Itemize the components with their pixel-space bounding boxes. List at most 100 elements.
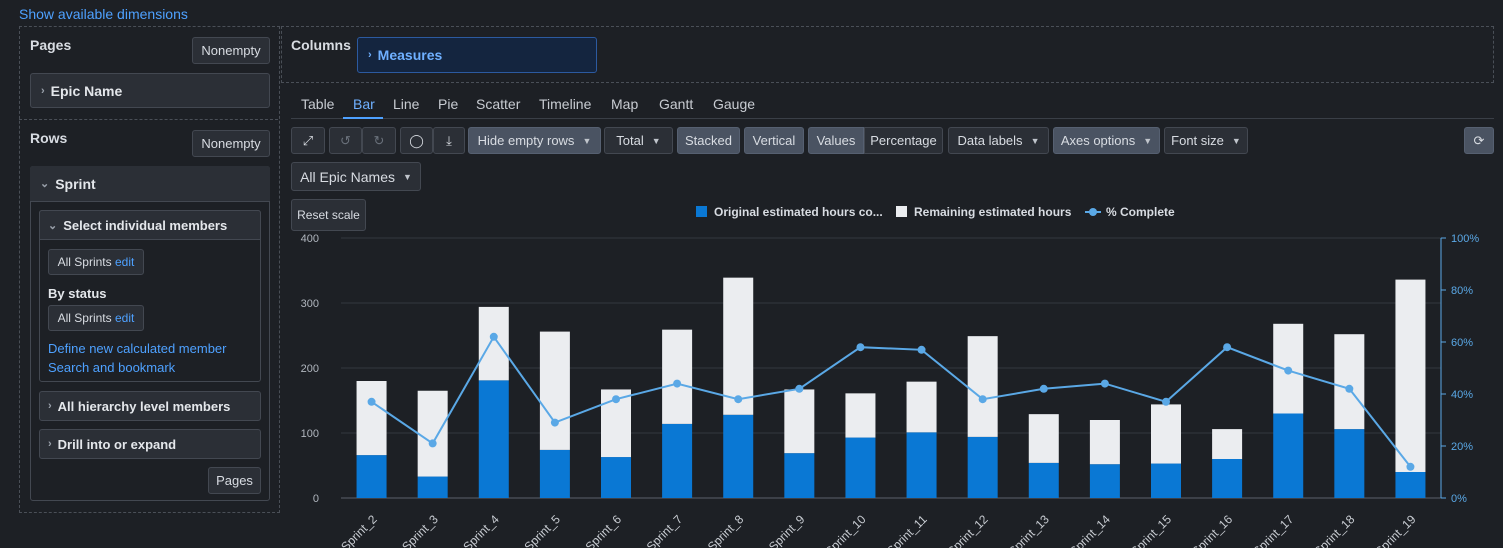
- chevron-down-icon: ▼: [1231, 135, 1241, 146]
- data-labels-dropdown[interactable]: Data labels ▼: [948, 127, 1049, 154]
- x-tick-label: E_Sprint_5: [511, 512, 563, 548]
- line-point: [489, 332, 498, 341]
- bar-original: [1273, 413, 1304, 498]
- hide-empty-rows-dropdown[interactable]: Hide empty rows ▼: [468, 127, 601, 154]
- total-dropdown[interactable]: Total ▼: [604, 127, 673, 154]
- percentage-toggle[interactable]: Percentage: [864, 127, 943, 154]
- refresh-button[interactable]: ⟳: [1464, 127, 1494, 154]
- all-hierarchy-level-members[interactable]: › All hierarchy level members: [39, 391, 261, 421]
- drill-into-expand[interactable]: › Drill into or expand: [39, 429, 261, 459]
- x-tick-label: E_Sprint_4: [450, 512, 502, 548]
- bar-original: [967, 436, 998, 498]
- line-point: [978, 395, 987, 404]
- tab-gauge[interactable]: Gauge: [713, 96, 756, 112]
- pages-button[interactable]: Pages: [208, 467, 261, 494]
- bar-remaining: [356, 381, 387, 456]
- x-tick-label: E_Sprint_9: [756, 512, 808, 548]
- edit-link[interactable]: edit: [115, 255, 135, 269]
- bar-remaining: [662, 329, 693, 424]
- x-tick-label: E_Sprint_8: [694, 512, 746, 548]
- line-point: [1406, 462, 1415, 471]
- measures-dimension[interactable]: › Measures: [357, 37, 597, 73]
- sprint-label: Sprint: [55, 175, 96, 192]
- bar-remaining: [539, 331, 570, 450]
- legend-swatch-remaining: [896, 206, 907, 217]
- tab-gantt[interactable]: Gantt: [659, 96, 694, 112]
- tab-divider: [291, 118, 1494, 119]
- x-tick-label: E_Sprint_3: [389, 512, 441, 548]
- left-panel: [19, 26, 280, 513]
- line-point: [795, 384, 804, 393]
- x-tick-label: Sprint_13: [1006, 512, 1052, 548]
- bar-remaining: [417, 390, 448, 477]
- y-right-tick-label: 20%: [1451, 441, 1473, 453]
- epic-name-dimension[interactable]: › Epic Name: [30, 73, 270, 108]
- bar-remaining: [723, 277, 754, 415]
- tab-line[interactable]: Line: [393, 96, 420, 112]
- bar-original: [601, 457, 631, 498]
- undo-button[interactable]: ↺: [329, 127, 362, 154]
- total-label: Total: [616, 133, 644, 148]
- tab-bar[interactable]: Bar: [353, 96, 375, 112]
- pages-title: Pages: [30, 37, 72, 53]
- chevron-right-icon: ›: [41, 84, 45, 97]
- y-right-tick-label: 40%: [1451, 389, 1473, 401]
- font-size-dropdown[interactable]: Font size ▼: [1164, 127, 1248, 154]
- epic-names-filter[interactable]: All Epic Names ▼: [291, 162, 421, 191]
- line-point: [917, 345, 926, 354]
- x-tick-label: Sprint_11: [884, 512, 930, 548]
- rows-nonempty-button[interactable]: Nonempty: [192, 130, 270, 157]
- search-bookmark-link[interactable]: Search and bookmark: [48, 360, 176, 375]
- all-sprints-chip: All Sprints edit: [48, 249, 144, 275]
- tab-timeline[interactable]: Timeline: [539, 96, 592, 112]
- refresh-icon: ⟳: [1473, 132, 1485, 148]
- select-individual-members[interactable]: ⌄ Select individual members: [39, 210, 261, 240]
- download-button[interactable]: ⤓: [433, 127, 465, 154]
- y-left-tick-label: 100: [301, 428, 319, 440]
- chevron-down-icon: ⌄: [48, 219, 58, 232]
- x-tick-label: E_Sprint_2: [328, 512, 380, 548]
- show-dimensions-link[interactable]: Show available dimensions: [19, 6, 188, 22]
- reset-scale-button[interactable]: Reset scale: [291, 199, 366, 231]
- tab-table[interactable]: Table: [301, 96, 335, 112]
- vertical-toggle[interactable]: Vertical: [744, 127, 804, 154]
- divider: [19, 119, 278, 120]
- line-point: [428, 439, 437, 448]
- sprint-dimension[interactable]: ⌄ Sprint: [30, 166, 270, 202]
- y-right-tick-label: 100%: [1451, 233, 1479, 245]
- stacked-toggle[interactable]: Stacked: [677, 127, 740, 154]
- redo-button[interactable]: ↻: [362, 127, 396, 154]
- bar-remaining: [1028, 414, 1059, 463]
- bar-original: [906, 432, 937, 498]
- x-tick-label: Sprint_12: [945, 512, 991, 548]
- x-tick-label: E_Sprint_7: [633, 512, 685, 548]
- filter-label: All Epic Names: [300, 168, 395, 185]
- comment-button[interactable]: ◯: [400, 127, 433, 154]
- bar-original: [845, 437, 876, 498]
- chevron-right-icon: ›: [48, 438, 52, 450]
- tab-map[interactable]: Map: [611, 96, 639, 112]
- columns-area: [281, 26, 1494, 83]
- bar-original: [784, 453, 815, 498]
- measures-label: Measures: [377, 47, 443, 63]
- bar-remaining: [1089, 420, 1120, 465]
- line-complete: [370, 334, 1412, 468]
- x-tick-label: Sprint_16: [1189, 512, 1235, 548]
- values-toggle[interactable]: Values: [808, 127, 864, 154]
- pages-nonempty-button[interactable]: Nonempty: [192, 37, 270, 64]
- bar-original: [417, 476, 448, 498]
- chevron-down-icon: ▼: [1143, 135, 1153, 146]
- chart-legend: Original estimated hours co... Remaining …: [696, 205, 1175, 219]
- tab-scatter[interactable]: Scatter: [476, 96, 521, 112]
- define-calculated-member-link[interactable]: Define new calculated member: [48, 341, 227, 356]
- legend-label-original: Original estimated hours co...: [714, 205, 883, 219]
- chevron-down-icon: ▼: [1030, 135, 1040, 146]
- chevron-right-icon: ›: [48, 400, 52, 412]
- fullscreen-button[interactable]: ⤢: [291, 127, 325, 154]
- tab-pie[interactable]: Pie: [438, 96, 459, 112]
- edit-link[interactable]: edit: [115, 311, 135, 325]
- bar-original: [723, 414, 754, 498]
- bar-remaining: [478, 306, 509, 381]
- x-tick-label: Sprint_18: [1311, 512, 1357, 548]
- axes-options-dropdown[interactable]: Axes options ▼: [1053, 127, 1160, 154]
